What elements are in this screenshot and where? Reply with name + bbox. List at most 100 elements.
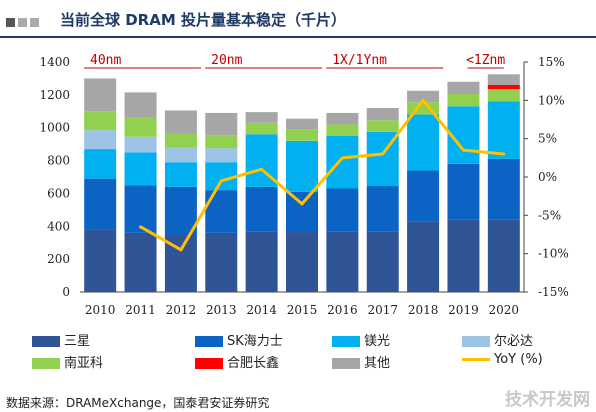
bar-segment (124, 152, 157, 186)
dram-wafer-chart: 0 200 400 600 800 1000 1200 1400 -15% -10% -5% 0% 5%… (39, 53, 569, 317)
legend-label: 合肥长鑫 (227, 356, 280, 371)
legend-item: 尔必达 (462, 330, 533, 349)
y2-tick-label: 0% (538, 170, 557, 184)
bar-segment (84, 111, 117, 131)
bar-segment (487, 101, 520, 159)
watermark: 技术开发网 (505, 390, 590, 410)
legend-label: 镁光 (364, 334, 391, 349)
y-tick-label: 200 (47, 252, 70, 266)
bar-segment (164, 147, 197, 163)
y2-tick-label: 10% (538, 93, 565, 107)
bar-segment (286, 191, 318, 233)
bar-segment (286, 140, 318, 192)
bar-segment (205, 162, 238, 191)
bar-segment (366, 108, 399, 121)
bar-segment (164, 110, 197, 134)
bar-segment (407, 170, 440, 222)
bar-segment (407, 114, 440, 171)
bar-segment (205, 148, 238, 163)
bar-segment (407, 90, 440, 103)
bar-segment (326, 135, 359, 189)
yoy-point (381, 152, 385, 156)
legend-item: 镁光 (332, 330, 391, 349)
bar-segment (205, 232, 238, 292)
bar-segment (84, 130, 117, 150)
legend-label: 其他 (364, 356, 391, 371)
x-tick-label: 2018 (408, 303, 439, 317)
bar-segment (326, 124, 359, 136)
legend-item: YoY (%) (462, 352, 543, 370)
yoy-point (461, 148, 465, 152)
bar-segment (407, 221, 440, 292)
yoy-point (502, 152, 506, 156)
bar-segment (84, 229, 117, 292)
bar-segment (205, 190, 238, 233)
legend-swatch (32, 336, 60, 347)
legend-swatch (195, 336, 223, 347)
bar-segment (245, 231, 278, 292)
y2-tick-label: -15% (538, 285, 569, 299)
legend-swatch (332, 358, 360, 369)
legend-label: YoY (%) (494, 352, 543, 367)
x-tick-label: 2019 (448, 303, 479, 317)
title-decoration (6, 12, 42, 31)
legend-swatch (332, 336, 360, 347)
bar-segment (84, 149, 117, 179)
x-tick-label: 2012 (166, 303, 197, 317)
bar-segment (286, 118, 318, 130)
bar-segment (487, 85, 520, 90)
title-rule (0, 36, 596, 38)
legend-swatch (462, 358, 490, 361)
bar-segment (487, 158, 520, 220)
y-tick-label: 1400 (39, 55, 70, 69)
x-tick-label: 2014 (246, 303, 277, 317)
x-tick-label: 2017 (367, 303, 398, 317)
bar-segment (447, 94, 480, 107)
y-tick-label: 400 (47, 219, 70, 233)
bar-segment (245, 122, 278, 135)
x-tick-label: 2016 (327, 303, 358, 317)
process-node-label: 40nm (90, 53, 121, 68)
bar-segment (245, 112, 278, 123)
x-tick-label: 2011 (125, 303, 156, 317)
legend-swatch (195, 358, 223, 369)
y-tick-label: 800 (47, 154, 70, 168)
y-tick-label: 1000 (39, 121, 70, 135)
bar-segment (124, 92, 157, 118)
x-tick-label: 2020 (489, 303, 520, 317)
bar-segment (124, 117, 157, 137)
bar-segment (245, 186, 278, 232)
chart-title: 当前全球 DRAM 投片量基本稳定（千片） (60, 11, 346, 29)
bar-segment (205, 135, 238, 149)
legend-swatch (32, 358, 60, 369)
yoy-point (340, 156, 344, 160)
legend-swatch (462, 336, 490, 347)
y2-tick-label: 15% (538, 55, 565, 69)
bar-segment (84, 178, 117, 230)
bar-segment (164, 162, 197, 187)
yoy-point (179, 248, 183, 252)
chart-legend: 三星 SK海力士 镁光 尔必达 南亚科 合肥长鑫 其他 YoY (%) (32, 330, 592, 384)
legend-item: 南亚科 (32, 352, 104, 371)
y2-tick-label: -10% (538, 247, 569, 261)
bar-segment (487, 219, 520, 292)
bar-segment (164, 186, 197, 235)
bar-segment (286, 232, 318, 292)
y-tick-label: 0 (62, 285, 70, 299)
yoy-line (139, 98, 504, 252)
y2-tick-label: 5% (538, 132, 557, 146)
bar-segment (366, 231, 399, 292)
bar-segment (326, 188, 359, 232)
bar-segment (84, 78, 117, 112)
yoy-point (421, 98, 425, 102)
x-tick-label: 2015 (287, 303, 318, 317)
bar-segment (124, 232, 157, 292)
data-source: 数据来源：DRAMeXchange，国泰君安证券研究 (6, 396, 270, 410)
legend-label: 南亚科 (64, 356, 104, 371)
bar-segment (366, 186, 399, 232)
legend-item: 其他 (332, 352, 391, 371)
bar-segment (447, 163, 480, 220)
legend-item: 合肥长鑫 (195, 352, 280, 371)
x-tick-label: 2010 (85, 303, 116, 317)
legend-item: 三星 (32, 330, 90, 349)
